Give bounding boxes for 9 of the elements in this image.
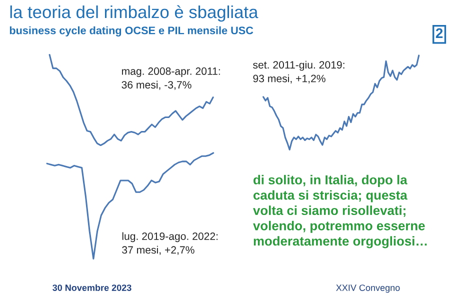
text: 30 Novembre 2023 xyxy=(52,284,132,291)
annotation: lug. 2019-ago. 2022: 37 mesi, +2,7% xyxy=(122,232,218,255)
annotation: set. 2011-giu. 2019: 93 mesi, +1,2% xyxy=(253,60,344,84)
chart-subtitle: business cycle dating OCSE e PIL mensile USC xyxy=(10,26,254,36)
text: XXIV Convegno xyxy=(336,284,400,293)
text: 2 xyxy=(436,28,443,38)
annotation: mag. 2008-apr. 2011: 36 mesi, -3,7% xyxy=(122,67,220,90)
chart-title: la teoria del rimbalzo è sbagliata xyxy=(10,5,258,22)
text: di solito, in Italia, dopo la caduta si striscia; questa volta ci siamo risollevati; volendo, potremmo esserne moderatamente orgogliosi… xyxy=(253,174,427,248)
